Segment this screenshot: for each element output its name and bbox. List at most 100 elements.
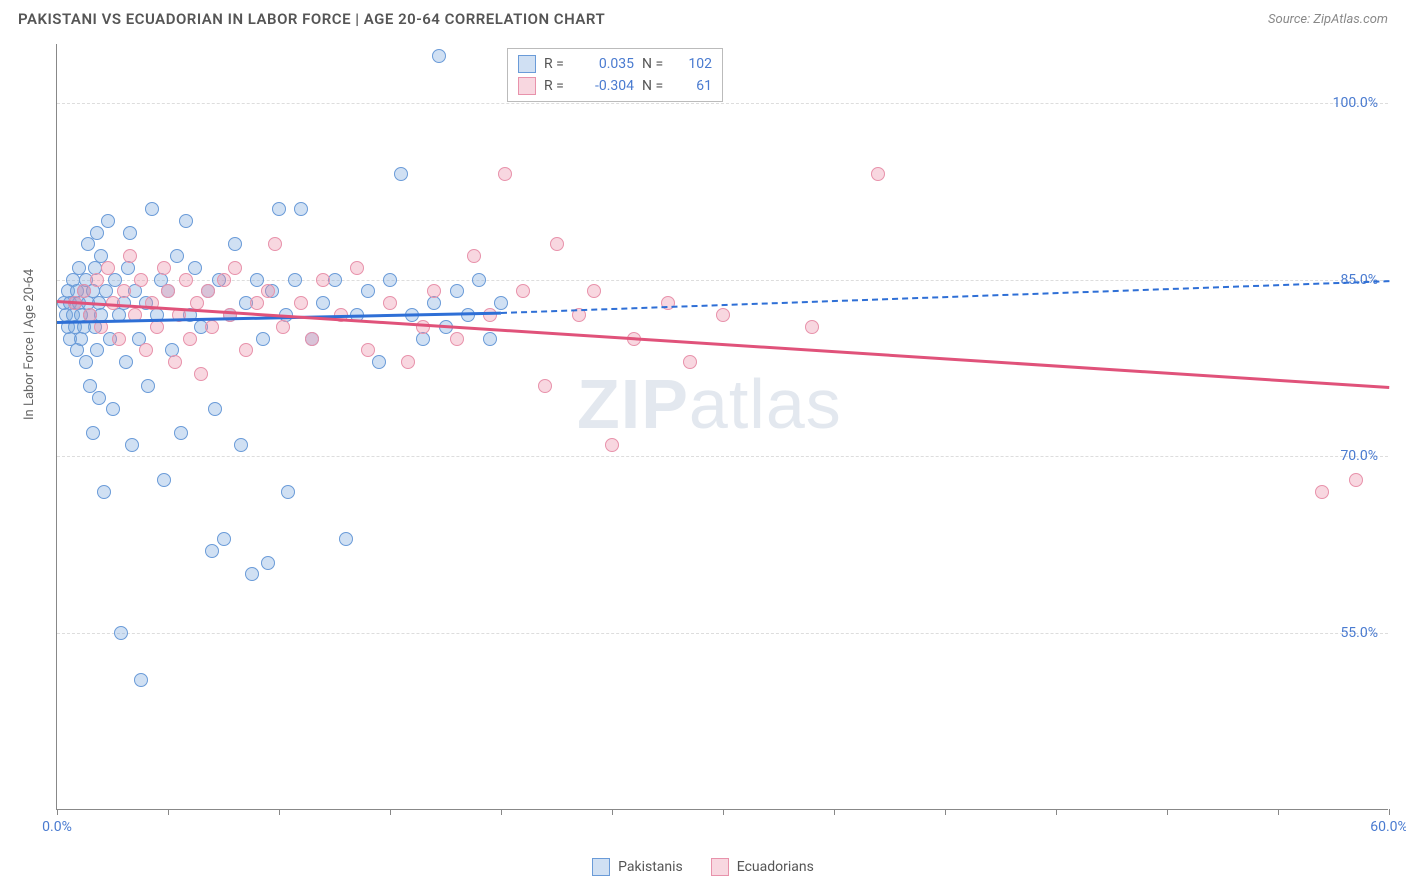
scatter-point — [683, 355, 697, 369]
scatter-point — [101, 214, 115, 228]
scatter-point — [134, 673, 148, 687]
stat-n-label: N = — [642, 56, 670, 72]
scatter-point — [805, 320, 819, 334]
scatter-point — [427, 284, 441, 298]
scatter-point — [383, 273, 397, 287]
scatter-point — [281, 485, 295, 499]
scatter-point — [361, 343, 375, 357]
scatter-point — [361, 284, 375, 298]
scatter-point — [208, 402, 222, 416]
scatter-point — [205, 320, 219, 334]
legend-swatch — [518, 55, 536, 73]
scatter-point — [183, 332, 197, 346]
legend-label: Ecuadorians — [737, 859, 814, 875]
stats-row: R = 0.035 N = 102 — [518, 53, 712, 75]
scatter-point — [123, 249, 137, 263]
scatter-point — [139, 343, 153, 357]
scatter-point — [79, 355, 93, 369]
x-tick-mark — [390, 809, 391, 815]
scatter-point — [239, 343, 253, 357]
scatter-point — [250, 273, 264, 287]
x-tick-label: 0.0% — [42, 819, 72, 835]
scatter-point — [450, 284, 464, 298]
scatter-point — [316, 273, 330, 287]
scatter-point — [516, 284, 530, 298]
scatter-point — [92, 391, 106, 405]
scatter-point — [256, 332, 270, 346]
scatter-point — [394, 167, 408, 181]
scatter-point — [90, 226, 104, 240]
stat-n-value: 61 — [678, 78, 712, 94]
stats-box: R = 0.035 N = 102 R =-0.304N =61 — [507, 48, 723, 102]
scatter-point — [401, 355, 415, 369]
scatter-point — [179, 273, 193, 287]
y-tick-label: 100.0% — [1333, 95, 1378, 111]
scatter-point — [134, 273, 148, 287]
scatter-point — [157, 261, 171, 275]
legend-swatch — [518, 77, 536, 95]
scatter-point — [498, 167, 512, 181]
scatter-point — [261, 284, 275, 298]
scatter-point — [461, 308, 475, 322]
scatter-point — [276, 320, 290, 334]
scatter-point — [90, 273, 104, 287]
scatter-point — [205, 544, 219, 558]
scatter-point — [228, 237, 242, 251]
scatter-point — [194, 367, 208, 381]
scatter-point — [201, 284, 215, 298]
legend-item: Pakistanis — [592, 858, 683, 876]
legend-swatch — [711, 858, 729, 876]
scatter-point — [472, 273, 486, 287]
scatter-chart: ZIPatlas 55.0%70.0%85.0%100.0%0.0%60.0%R… — [56, 44, 1388, 810]
stat-n-value: 102 — [678, 56, 712, 72]
scatter-point — [125, 438, 139, 452]
legend-swatch — [592, 858, 610, 876]
scatter-point — [250, 296, 264, 310]
scatter-point — [339, 532, 353, 546]
scatter-point — [90, 343, 104, 357]
x-tick-mark — [723, 809, 724, 815]
stats-row: R =-0.304N =61 — [518, 75, 712, 97]
stat-r-value: 0.035 — [580, 56, 634, 72]
stat-r-value: -0.304 — [580, 78, 634, 94]
scatter-point — [217, 273, 231, 287]
chart-header: PAKISTANI VS ECUADORIAN IN LABOR FORCE |… — [0, 0, 1406, 34]
scatter-point — [228, 261, 242, 275]
chart-title: PAKISTANI VS ECUADORIAN IN LABOR FORCE |… — [18, 10, 605, 28]
scatter-point — [587, 284, 601, 298]
x-tick-mark — [1278, 809, 1279, 815]
scatter-point — [119, 355, 133, 369]
scatter-point — [350, 261, 364, 275]
scatter-point — [114, 626, 128, 640]
scatter-point — [871, 167, 885, 181]
scatter-point — [294, 296, 308, 310]
scatter-point — [86, 426, 100, 440]
x-tick-mark — [945, 809, 946, 815]
chart-source: Source: ZipAtlas.com — [1268, 12, 1388, 27]
scatter-point — [179, 214, 193, 228]
scatter-point — [97, 485, 111, 499]
scatter-point — [245, 567, 259, 581]
scatter-point — [294, 202, 308, 216]
scatter-point — [106, 402, 120, 416]
scatter-point — [141, 379, 155, 393]
legend-label: Pakistanis — [618, 859, 683, 875]
x-tick-mark — [279, 809, 280, 815]
scatter-point — [1315, 485, 1329, 499]
scatter-point — [383, 296, 397, 310]
y-tick-label: 85.0% — [1340, 272, 1378, 288]
scatter-point — [450, 332, 464, 346]
scatter-point — [188, 261, 202, 275]
scatter-point — [467, 249, 481, 263]
scatter-point — [483, 308, 497, 322]
scatter-point — [605, 438, 619, 452]
stat-r-label: R = — [544, 56, 572, 72]
y-tick-label: 70.0% — [1340, 448, 1378, 464]
scatter-point — [316, 296, 330, 310]
scatter-point — [538, 379, 552, 393]
scatter-point — [101, 261, 115, 275]
x-tick-mark — [1056, 809, 1057, 815]
watermark: ZIPatlas — [577, 364, 842, 444]
gridline — [57, 456, 1388, 457]
bottom-legend: Pakistanis Ecuadorians — [0, 858, 1406, 876]
